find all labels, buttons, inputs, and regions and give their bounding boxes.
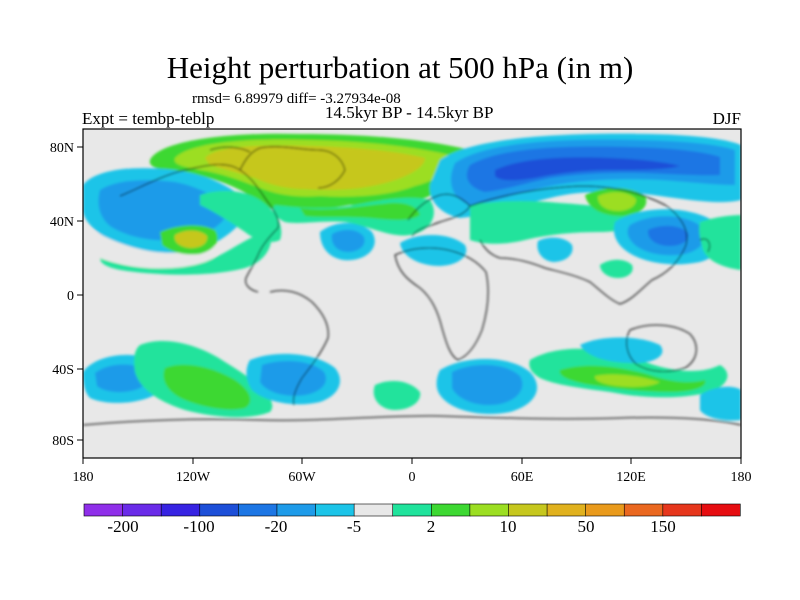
contour-indian-blue2 — [452, 364, 523, 406]
lat-label: 40N — [50, 215, 74, 230]
colorbar-swatch — [508, 503, 548, 517]
lon-label: 180 — [73, 470, 94, 485]
colorbar-swatch — [199, 503, 239, 517]
contour-med-blue — [400, 234, 467, 266]
map-title: Height perturbation at 500 hPa (in m) — [166, 50, 634, 85]
lat-label: 80N — [50, 141, 74, 156]
contour-field — [83, 133, 741, 426]
colorbar-label: 150 — [650, 517, 676, 536]
colorbar-swatch — [469, 503, 510, 517]
lon-label: 120W — [176, 470, 211, 485]
lat-axis: 80N 40N 0 40S 80S — [50, 141, 83, 449]
lon-axis: 180 120W 60W 0 60E 120E 180 — [73, 458, 752, 485]
stats-line: rmsd= 6.89979 diff= -3.27934e-08 — [192, 91, 401, 107]
lat-label: 80S — [52, 434, 74, 449]
contour-s-indian-lime — [594, 374, 660, 387]
colorbar-swatch — [623, 503, 664, 517]
contour-natl-green2 — [300, 202, 420, 220]
colorbar-swatch — [585, 503, 625, 517]
colorbar-label: 10 — [500, 517, 517, 536]
season-label: DJF — [712, 109, 741, 128]
contour-greenland-olive — [205, 145, 425, 190]
colorbar-label: -100 — [183, 517, 214, 536]
lon-label: 60W — [288, 470, 316, 485]
contour-asia-lime — [597, 192, 637, 211]
contour-australia-blue — [580, 337, 663, 363]
contour-pacific-east-green — [699, 215, 741, 270]
colorbar — [83, 503, 741, 517]
contour-sh-green2 — [163, 364, 251, 410]
colorbar-label: 2 — [427, 517, 436, 536]
contour-eurasia-dark — [495, 157, 680, 181]
colorbar-swatch — [546, 503, 587, 517]
lat-label: 0 — [67, 289, 74, 304]
contour-japan-mid — [647, 225, 689, 246]
contour-pacific-olive — [174, 230, 208, 248]
lon-label: 180 — [731, 470, 752, 485]
colorbar-swatch — [701, 503, 741, 517]
contour-sh-samerica-blue2 — [260, 360, 326, 396]
colorbar-label: -20 — [265, 517, 288, 536]
coastlines — [83, 146, 741, 426]
contour-south-atl-green — [373, 380, 421, 410]
colorbar-swatch — [276, 503, 317, 517]
lon-label: 60E — [511, 470, 534, 485]
period-label: 14.5kyr BP - 14.5kyr BP — [325, 103, 494, 122]
colorbar-labels: -200 -100 -20 -5 2 10 50 150 — [107, 517, 675, 536]
contour-asia-small-blue — [537, 237, 573, 262]
colorbar-swatch — [392, 503, 432, 517]
experiment-label: Expt = tembp-teblp — [82, 109, 215, 128]
colorbar-swatch — [430, 503, 471, 517]
colorbar-label: 50 — [578, 517, 595, 536]
colorbar-swatch — [238, 503, 278, 517]
colorbar-swatch — [122, 503, 162, 517]
colorbar-label: -5 — [347, 517, 361, 536]
colorbar-swatch — [353, 503, 394, 517]
lat-label: 40S — [52, 363, 74, 378]
contour-atlantic-blue2 — [331, 229, 365, 252]
contour-asia-green — [470, 200, 640, 244]
colorbar-swatch — [315, 503, 355, 517]
colorbar-swatch — [160, 503, 201, 517]
lon-label: 0 — [409, 470, 416, 485]
lon-label: 120E — [616, 470, 646, 485]
contour-nw-pac-green — [600, 259, 633, 278]
contour-canada-green — [200, 190, 282, 243]
colorbar-swatch — [83, 503, 124, 517]
contour-pacific-green — [100, 230, 272, 275]
contour-npacific-white — [83, 225, 218, 269]
contour-se-blue — [700, 386, 741, 421]
colorbar-label: -200 — [107, 517, 138, 536]
colorbar-swatch — [662, 503, 703, 517]
